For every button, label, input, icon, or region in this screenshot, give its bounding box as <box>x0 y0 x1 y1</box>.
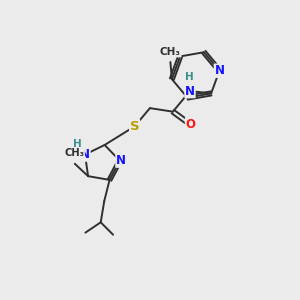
Text: CH₃: CH₃ <box>160 47 181 57</box>
Text: CH₃: CH₃ <box>64 148 84 158</box>
Text: O: O <box>185 118 196 131</box>
Text: H: H <box>73 139 82 149</box>
Text: S: S <box>130 120 140 133</box>
Text: N: N <box>214 64 224 77</box>
Text: N: N <box>185 85 195 98</box>
Text: N: N <box>80 148 90 161</box>
Text: N: N <box>116 154 126 167</box>
Text: H: H <box>185 72 194 82</box>
